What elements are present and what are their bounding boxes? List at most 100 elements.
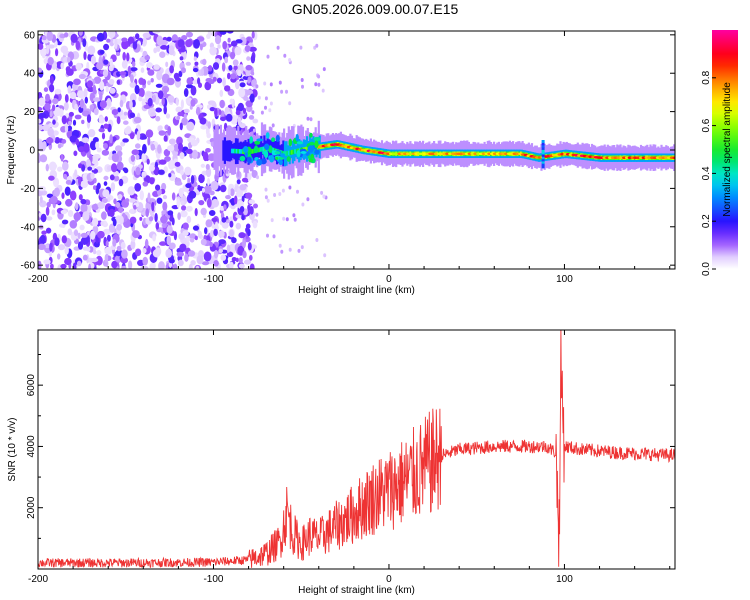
heatmap-cell xyxy=(274,151,281,155)
heatmap-cell xyxy=(207,65,213,72)
heatmap-cell xyxy=(60,154,64,162)
heatmap-cell xyxy=(205,167,212,178)
heatmap-cell xyxy=(116,161,124,171)
heatmap-cell xyxy=(80,198,87,205)
heatmap-cell xyxy=(162,201,168,211)
heatmap-cell xyxy=(209,46,217,56)
heatmap-cell xyxy=(262,146,265,152)
heatmap-cell xyxy=(263,81,267,86)
heatmap-cell xyxy=(228,243,237,254)
heatmap-cell xyxy=(237,69,242,77)
heatmap-cell xyxy=(142,181,149,187)
heatmap-cell xyxy=(111,109,119,116)
heatmap-cell xyxy=(62,161,69,171)
heatmap-cell xyxy=(185,148,193,154)
heatmap-cell xyxy=(109,174,115,181)
heatmap-cell xyxy=(45,227,52,234)
heatmap-cell xyxy=(163,135,168,142)
heatmap-cell xyxy=(165,248,172,258)
heatmap-cell xyxy=(93,241,100,248)
heatmap-cell xyxy=(144,238,149,249)
line-xtick-label: 100 xyxy=(556,574,573,585)
heatmap-cell xyxy=(147,69,155,76)
heatmap-cell xyxy=(144,55,151,61)
heatmap-cell xyxy=(60,62,65,70)
heatmap-cell xyxy=(177,259,184,267)
heatmap-cell xyxy=(231,257,237,262)
heatmap-cell xyxy=(93,108,99,116)
heatmap-cell xyxy=(66,56,71,63)
heatmap-cell xyxy=(104,246,112,255)
heatmap-cell xyxy=(105,240,109,247)
heatmap-cell xyxy=(126,52,130,62)
heatmap-cell xyxy=(244,45,251,52)
heatmap-cell xyxy=(236,74,240,81)
heatmap-cell xyxy=(115,249,123,257)
heatmap-cell xyxy=(77,232,81,239)
heatmap-cell xyxy=(229,188,235,197)
heatmap-cell xyxy=(138,96,143,102)
heatmap-cell xyxy=(235,257,239,263)
heatmap-cell xyxy=(45,93,50,102)
heatmap-cell xyxy=(48,175,55,181)
heatmap-cell xyxy=(73,229,79,236)
heatmap-cell xyxy=(178,142,183,152)
heatmap-cell xyxy=(292,149,295,155)
heatmap-cell xyxy=(129,216,137,224)
heatmap-cell xyxy=(87,129,96,138)
heatmap-cell xyxy=(73,78,81,86)
heatmap-cell xyxy=(157,144,162,154)
heatmap-cell xyxy=(232,59,239,66)
heatmap-cell xyxy=(38,124,44,131)
heatmap-cell xyxy=(260,110,264,115)
heatmap-cell xyxy=(148,216,154,222)
line-xtick-label: -200 xyxy=(28,574,48,585)
heatmap-cell xyxy=(178,70,183,78)
heatmap-cell xyxy=(150,143,156,151)
heatmap-cell xyxy=(149,177,155,185)
heatmap-cell xyxy=(221,217,227,223)
heatmap-cell xyxy=(269,154,275,163)
heatmap-cell xyxy=(121,40,129,50)
heatmap-cell xyxy=(39,196,43,204)
heatmap-cell xyxy=(38,97,46,106)
heatmap-cell xyxy=(87,45,96,55)
heatmap-cell xyxy=(167,126,172,136)
heatmap-cell xyxy=(57,253,61,260)
heatmap-cell xyxy=(317,82,321,87)
heatmap-cell xyxy=(146,91,153,97)
heatmap-cell xyxy=(199,117,207,125)
heatmap-cell xyxy=(180,169,184,176)
heatmap-cell xyxy=(248,115,255,120)
heatmap-cell xyxy=(108,208,115,218)
heatmap-cell xyxy=(168,173,172,178)
heatmap-cell xyxy=(67,228,73,236)
heatmap-cell xyxy=(289,150,292,155)
heatmap-cell xyxy=(121,265,127,269)
heatmap-cell xyxy=(63,173,68,180)
heatmap-cell xyxy=(45,163,49,172)
heatmap-cell xyxy=(541,158,545,162)
heatmap-cell xyxy=(541,140,545,143)
heatmap-cell xyxy=(266,54,270,59)
heatmap-cell xyxy=(541,156,545,160)
heatmap-cell xyxy=(69,220,78,229)
heatmap-cell xyxy=(41,35,47,41)
heatmap-cell xyxy=(286,151,289,156)
heatmap-cell xyxy=(155,184,161,191)
heatmap-cell xyxy=(224,85,231,92)
heatmap-cell xyxy=(152,249,161,258)
heatmap-cell xyxy=(217,44,221,49)
heatmap-cell xyxy=(174,161,181,167)
heatmap-cell xyxy=(163,87,167,98)
heatmap-cell xyxy=(130,154,136,162)
heatmap-cell xyxy=(155,107,162,113)
line-xlabel: Height of straight line (km) xyxy=(298,585,415,596)
heatmap-cell xyxy=(75,138,80,146)
heatmap-cell xyxy=(229,98,234,104)
line-frame xyxy=(37,329,676,570)
heatmap-cell xyxy=(257,147,261,153)
heatmap-cell xyxy=(86,247,91,252)
heatmap-cell xyxy=(226,244,231,253)
heatmap-cell xyxy=(161,97,165,106)
